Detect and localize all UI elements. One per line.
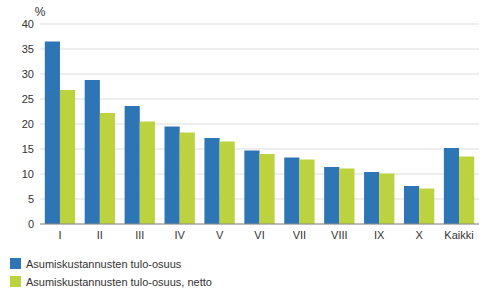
grid-line [40, 99, 479, 100]
bar [364, 172, 379, 224]
bar [260, 154, 275, 224]
bar [284, 158, 299, 225]
x-tick-label: X [415, 229, 423, 241]
legend-swatch [10, 276, 21, 287]
bar [244, 151, 259, 225]
bar [100, 113, 115, 224]
x-tick-label: VI [254, 229, 264, 241]
x-tick-label: III [135, 229, 144, 241]
y-tick-label: 15 [22, 143, 34, 155]
y-tick-label: 35 [22, 43, 34, 55]
bar [45, 42, 60, 225]
x-axis-line [40, 224, 479, 225]
y-tick-label: 20 [22, 118, 34, 130]
x-tick-label: Kaikki [444, 229, 473, 241]
bar [419, 189, 434, 225]
chart-container: 0510152025303540%IIIIIIIVVVIVIIVIIIIXXKa… [0, 0, 491, 302]
bar [140, 122, 155, 225]
x-tick-label: IX [374, 229, 385, 241]
bar [324, 167, 339, 224]
legend-label: Asumiskustannusten tulo-osuus, netto [26, 276, 212, 288]
y-tick-label: 5 [28, 193, 34, 205]
y-tick-label: 30 [22, 68, 34, 80]
y-tick-label: 10 [22, 168, 34, 180]
y-tick-label: 40 [22, 18, 34, 30]
x-tick-label: V [216, 229, 224, 241]
grid-line [40, 49, 479, 50]
x-tick-label: VII [293, 229, 306, 241]
bar [220, 142, 235, 225]
legend: Asumiskustannusten tulo-osuus Asumiskusta… [10, 258, 212, 288]
legend-swatch [10, 258, 21, 269]
x-tick-label: II [97, 229, 103, 241]
chart-svg: 0510152025303540%IIIIIIIVVVIVIIVIIIIXXKa… [0, 0, 491, 302]
bar [444, 148, 459, 224]
x-tick-label: IV [174, 229, 185, 241]
grid-line [40, 224, 479, 225]
bar [404, 186, 419, 224]
bar [60, 90, 75, 224]
bar [85, 80, 100, 224]
x-tick-label: VIII [331, 229, 348, 241]
x-tick-label: I [58, 229, 61, 241]
bars [45, 42, 474, 225]
bar [379, 174, 394, 225]
bar [180, 133, 195, 225]
y-tick-label: 0 [28, 218, 34, 230]
bar [125, 106, 140, 224]
bar [165, 127, 180, 225]
bar [339, 169, 354, 225]
bar [299, 160, 314, 225]
bar [204, 138, 219, 224]
grid-line [40, 24, 479, 25]
y-axis-label: % [35, 5, 46, 19]
grid [40, 24, 479, 224]
bar [459, 157, 474, 225]
legend-label: Asumiskustannusten tulo-osuus [26, 258, 182, 270]
y-tick-label: 25 [22, 93, 34, 105]
grid-line [40, 74, 479, 75]
